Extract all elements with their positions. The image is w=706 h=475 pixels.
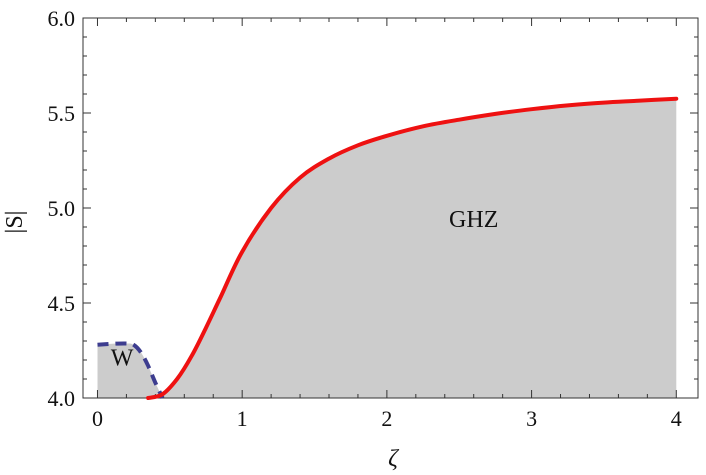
x-tick-label: 2 [381, 406, 392, 431]
region-label: W [111, 346, 134, 372]
y-tick-label: 5.0 [48, 196, 76, 221]
axis-ticks: 0 1 2 3 4 4.0 4.5 5.0 5.5 6.0 [48, 6, 698, 431]
labels-group: W GHZ [111, 207, 499, 372]
shaded-region [97, 98, 677, 398]
y-tick-label: 5.5 [48, 101, 76, 126]
series-line-0 [97, 341, 165, 399]
area-fill-0 [97, 343, 163, 398]
region-label: GHZ [449, 207, 498, 233]
y-tick-label: 4.5 [48, 291, 76, 316]
y-axis-label: |S| [2, 211, 28, 234]
series-group [97, 96, 679, 400]
area-fill-1 [148, 98, 677, 398]
x-tick-label: 0 [92, 406, 103, 431]
y-tick-label: 6.0 [48, 6, 76, 31]
x-axis-label: ζ [388, 446, 400, 472]
series-line-1 [146, 96, 679, 400]
x-tick-label: 1 [237, 406, 248, 431]
y-tick-label: 4.0 [48, 386, 76, 411]
x-tick-label: 3 [526, 406, 537, 431]
x-tick-label: 4 [671, 406, 682, 431]
